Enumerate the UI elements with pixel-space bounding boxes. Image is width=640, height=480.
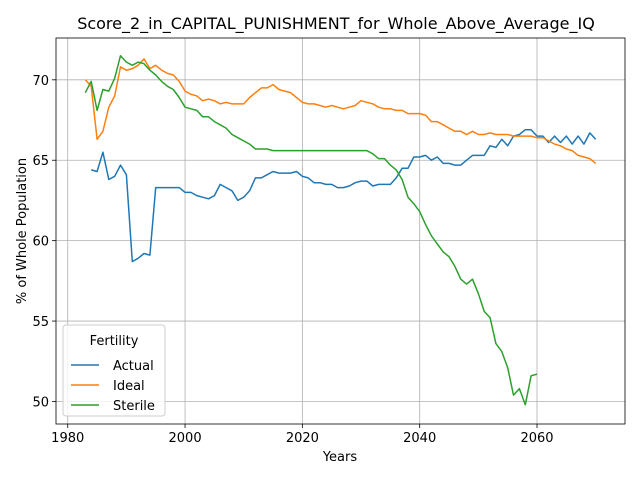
- x-tick-label: 2040: [403, 431, 436, 446]
- plot-frame: [55, 37, 626, 425]
- legend: Fertility Actual Ideal Sterile: [62, 324, 166, 417]
- y-tick-label: 70: [32, 74, 49, 89]
- series-line-actual: [91, 128, 597, 263]
- x-axis-label: Years: [322, 450, 358, 465]
- series-line-sterile: [84, 54, 538, 406]
- x-tick-label: 2060: [520, 431, 553, 446]
- chart-title: Score_2_in_CAPITAL_PUNISHMENT_for_Whole_…: [77, 14, 595, 34]
- x-tick-label: 1980: [51, 431, 84, 446]
- legend-label-sterile: Sterile: [113, 399, 155, 414]
- y-axis-ticks: 50 55 60 65 70: [32, 74, 56, 410]
- x-axis-ticks: 1980 2000 2020 2040 2060: [51, 424, 554, 446]
- legend-box: [62, 324, 166, 417]
- y-tick-label: 50: [32, 395, 49, 410]
- x-tick-label: 2020: [286, 431, 319, 446]
- series-line-ideal: [84, 58, 597, 164]
- x-tick-label: 2000: [169, 431, 202, 446]
- legend-label-ideal: Ideal: [113, 379, 145, 394]
- y-tick-label: 60: [32, 235, 49, 250]
- legend-title: Fertility: [90, 334, 139, 349]
- y-axis-label: % of Whole Population: [15, 158, 30, 304]
- legend-label-actual: Actual: [113, 359, 154, 374]
- series-lines: [84, 54, 597, 406]
- y-tick-label: 65: [32, 154, 49, 169]
- y-tick-label: 55: [32, 315, 49, 330]
